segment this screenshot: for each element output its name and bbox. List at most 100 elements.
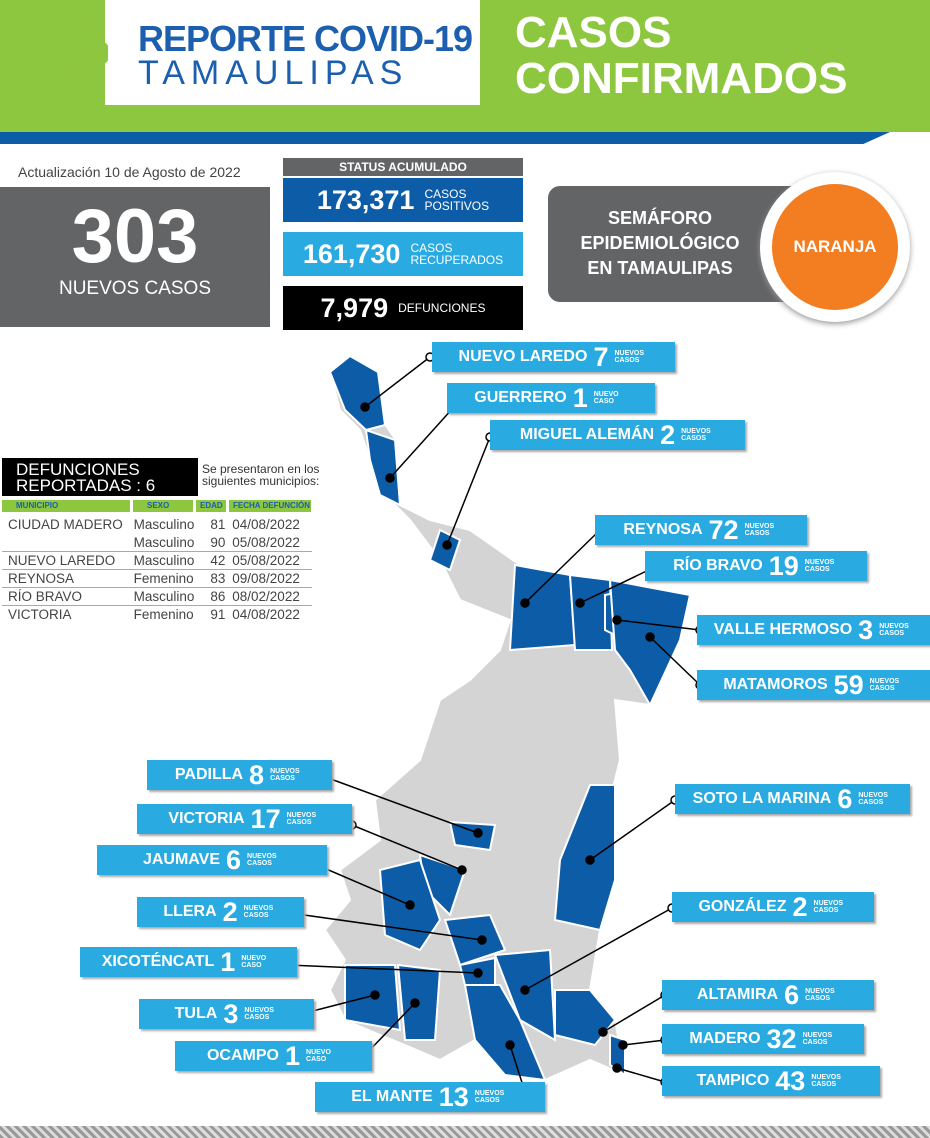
municipio-name: GUERRERO [474,389,567,406]
leader-dot [457,865,467,875]
municipio-name: NUEVO LAREDO [458,348,588,365]
leader-dot [612,1063,622,1073]
municipio-cases: 6 [226,844,242,875]
leader-line [616,619,701,631]
leader-dot [520,985,530,995]
leader-dot [520,598,530,608]
municipio-suffix: NUEVOS CASOS [869,678,900,692]
leader-line [364,1002,416,1056]
municipio-cases: 13 [438,1081,469,1112]
table-cell: Femenino [133,571,194,586]
new-cases-value: 303 [71,194,199,279]
map-reynosa [508,563,577,652]
deaths-table: MUNICIPIO SEXO EDAD FECHA DEFUNCIÓN CIUDAD … [2,500,312,624]
map-nuevo-laredo [328,354,387,432]
municipio-name: OCAMPO [206,1047,279,1064]
municipio-suffix: NUEVOS CASOS [804,559,835,573]
municipio-label: JAUMAVE 6 NUEVOS CASOS [97,845,327,875]
leader-line [289,912,483,941]
municipio-name: SOTO LA MARINA [692,790,832,807]
municipio-cases: 7 [593,341,609,372]
municipio-cases: 2 [792,891,808,922]
leader-dot [473,828,483,838]
table-row: REYNOSA Femenino 83 09/08/2022 [2,570,312,588]
municipio-cases: 1 [220,946,236,977]
leader-dot [473,968,483,978]
municipio-name: XICOTÉNCATL [101,953,215,970]
stat-value: 173,371 [316,184,415,215]
table-cell: RÍO BRAVO [8,589,83,604]
leader-line [616,1067,666,1083]
municipio-cases: 1 [284,1040,301,1071]
leader-line [446,436,491,546]
municipio-cases: 17 [250,803,281,834]
leader-dot [585,855,595,865]
map-padilla [448,820,497,852]
municipio-suffix: NUEVOS CASOS [243,905,274,919]
title-line: CONFIRMADOS [515,54,848,103]
municipio-name: RÍO BRAVO [673,557,763,574]
leader-dot [405,900,415,910]
logo-box [105,0,480,105]
municipio-suffix: NUEVOS CASOS [614,350,645,364]
table-cell: 04/08/2022 [232,607,300,622]
municipio-label: VALLE HERMOSO 3 NUEVOS CASOS [697,615,930,645]
table-cell: 09/08/2022 [232,571,300,586]
leader-line [351,824,463,871]
leader-line [589,799,676,861]
map-soto-la-marina [553,784,616,932]
leader-dot [385,473,395,483]
municipio-name: REYNOSA [623,521,703,538]
semaforo-level: NARANJA [772,184,898,310]
stat-label: DEFUNCIONES [398,301,486,315]
table-cell: 90 [210,535,226,550]
leader-dot [477,935,487,945]
table-cell: 83 [210,571,226,586]
header-stripe [0,132,890,144]
municipio-name: VALLE HERMOSO [713,621,853,638]
status-title: STATUS ACUMULADO [283,158,523,176]
map-guerrero [364,428,402,507]
municipio-label: TAMPICO 43 NUEVOS CASOS [662,1066,880,1096]
leader-dot [575,598,585,608]
title-line: CASOS [515,8,672,57]
table-row: Masculino 90 05/08/2022 [2,534,312,552]
municipio-cases: 6 [784,979,800,1010]
table-cell: 08/02/2022 [232,589,300,604]
municipio-cases: 3 [223,998,239,1029]
municipio-suffix: NUEVOS CASOS [474,1090,505,1104]
municipio-label: MATAMOROS 59 NUEVOS CASOS [697,670,930,700]
logo-title: REPORTE COVID-19 [138,18,473,59]
page-title: CASOS CONFIRMADOS [515,10,847,102]
table-cell: 04/08/2022 [232,517,300,532]
municipio-suffix: NUEVOS CASOS [858,792,888,806]
leader-dot [370,990,380,1000]
municipio-cases: 32 [766,1023,797,1054]
leader-dot [618,1040,628,1050]
municipio-suffix: NUEVOS CASOS [270,768,300,782]
new-cases-label: NUEVOS CASOS [58,278,212,299]
stat-value: 161,730 [302,238,401,269]
table-cell: 81 [210,517,226,532]
map-el-mante [463,984,547,1082]
municipio-name: VICTORIA [168,810,245,827]
map-rio-bravo [568,573,614,651]
municipio-label: EL MANTE 13 NUEVOS CASOS [315,1082,545,1112]
municipio-label: SOTO LA MARINA 6 NUEVOS CASOS [675,784,910,814]
virus-icon [68,20,108,86]
leader-line [304,994,376,1014]
municipio-suffix: NUEVOS CASOS [805,988,835,1002]
municipio-cases: 19 [768,550,799,581]
logo-subtitle: TAMAULIPAS [138,54,409,92]
municipio-label: GONZÁLEZ 2 NUEVOS CASOS [672,892,874,922]
semaforo-title: SEMÁFORO EPIDEMIOLÓGICO EN TAMAULIPAS [580,208,740,278]
table-header: MUNICIPIO SEXO EDAD FECHA DEFUNCIÓN [2,500,312,512]
update-date: Actualización 10 de Agosto de 2022 [18,164,241,180]
table-cell: 42 [210,553,226,568]
table-cell: Masculino [133,589,195,604]
stat-value: 7,979 [320,292,389,323]
municipio-cases: 2 [660,419,676,450]
municipio-name: ALTAMIRA [696,986,779,1003]
municipio-label: MADERO 32 NUEVOS CASOS [662,1024,864,1054]
